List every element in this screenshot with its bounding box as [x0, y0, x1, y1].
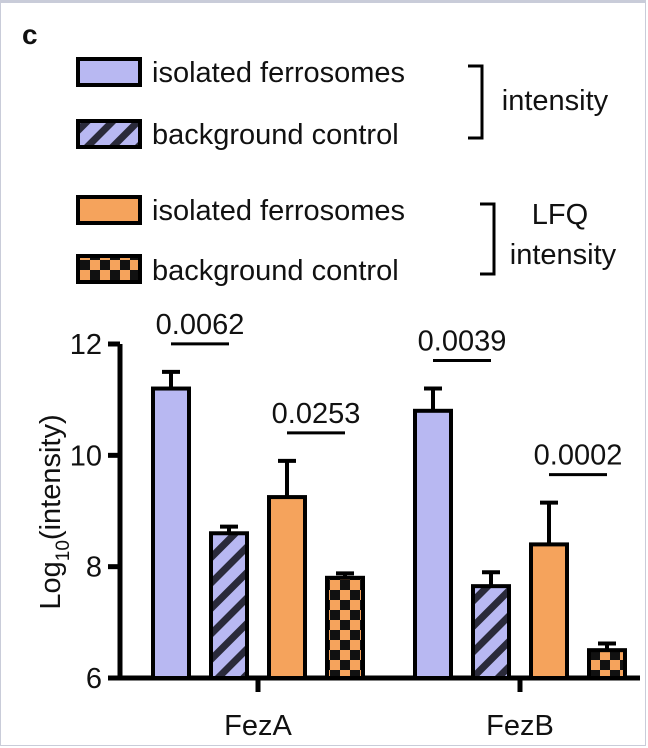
bar-fezb-series-1 [413, 408, 453, 680]
category-label-feza: FezA [224, 710, 292, 742]
panel-label: c [22, 19, 38, 50]
p-value-label: 0.0002 [534, 440, 623, 472]
legend-bracket-lfq [480, 202, 496, 276]
legend-swatch-orange-checker [76, 254, 142, 284]
y-ticks: 6 8 10 12 [70, 329, 120, 695]
p-value-label: 0.0062 [156, 309, 245, 341]
legend-group-lfq-line2: intensity [510, 239, 617, 271]
bar-fezb-series-3 [529, 542, 569, 681]
category-label-fezb: FezB [486, 710, 554, 742]
legend-label-1: isolated ferrosomes [152, 57, 405, 89]
legend-swatch-purple-solid [76, 57, 142, 87]
y-tick-label: 12 [70, 329, 102, 361]
bar-fezb-series-2 [471, 584, 511, 681]
bar-feza-series-3 [267, 495, 307, 681]
y-tick-label: 8 [86, 552, 102, 584]
bar-fezb-series-4 [587, 648, 627, 681]
y-tick-label: 10 [70, 440, 102, 472]
legend-group-lfq-line1: LFQ [532, 199, 588, 231]
legend-group-intensity: intensity [502, 85, 609, 117]
legend-swatch-orange-solid [76, 195, 142, 225]
legend-swatch-purple-hatch [76, 119, 142, 149]
category-labels: FezA FezB [224, 678, 554, 742]
p-value-label: 0.0253 [272, 398, 361, 430]
significance-annotations: 0.0062 0.0253 0.0039 0.0002 [156, 309, 623, 477]
bar-feza-series-4 [325, 575, 365, 680]
legend-label-4: background control [152, 255, 399, 287]
p-value-label: 0.0039 [418, 326, 507, 358]
legend-bracket-intensity [468, 64, 484, 140]
legend-label-3: isolated ferrosomes [152, 195, 405, 227]
y-tick-label: 6 [86, 663, 102, 695]
y-axis-label: Log10(intensity) [35, 414, 74, 609]
bar-feza-series-2 [209, 531, 249, 680]
bar-feza-series-1 [151, 386, 191, 680]
legend-label-2: background control [152, 119, 399, 151]
bars [151, 369, 627, 681]
